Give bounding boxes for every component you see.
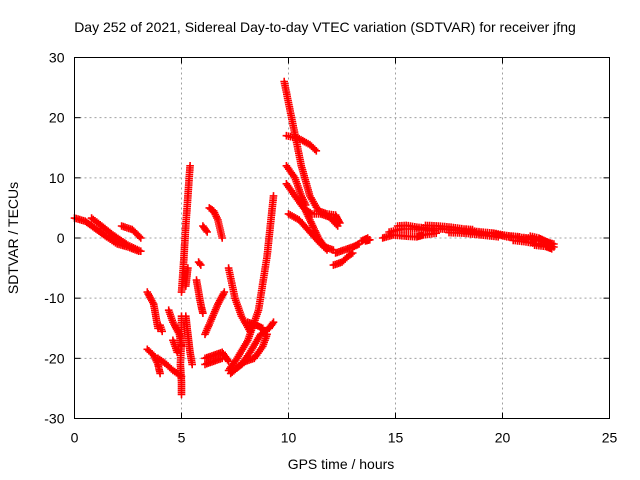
marker-trace [176,312,186,399]
data-series-arc-07 [156,321,166,336]
data-series-arc-48 [530,241,556,253]
marker-trace [530,241,556,253]
y-tick-label: 20 [49,110,65,126]
marker-trace [526,232,556,248]
data-points [70,77,558,399]
data-series-arc-47 [526,232,556,248]
data-series-arc-35 [357,234,372,245]
marker-trace [117,222,145,242]
marker-trace [244,318,267,333]
marker-trace [357,234,372,245]
data-series-arc-25 [244,318,267,333]
marker-trace [201,354,226,369]
data-series-arc-21 [224,192,278,375]
data-series-arc-11 [177,162,194,296]
marker-trace [87,214,145,255]
x-tick-label: 20 [495,430,511,446]
data-series-arc-09 [169,336,181,357]
data-series-arc-16 [201,288,229,339]
data-series-arc-24 [224,264,254,336]
data-series-arc-17 [201,348,233,366]
marker-trace [233,330,271,372]
data-series-arc-10 [176,312,186,399]
data-series-arc-18 [201,354,226,369]
marker-trace [331,240,363,257]
marker-trace [194,258,205,269]
marker-trace [182,312,196,369]
data-series-arc-23 [233,330,271,372]
chart-title: Day 252 of 2021, Sidereal Day-to-day VTE… [74,19,576,35]
y-tick-label: -30 [44,411,64,427]
marker-trace [143,288,162,333]
data-series-arc-04 [143,288,162,333]
marker-trace [282,131,321,155]
data-series-arc-02 [87,214,145,255]
y-tick-label: 30 [49,50,65,66]
y-tick-label: 10 [49,170,65,186]
x-tick-label: 25 [602,430,618,446]
marker-trace [205,204,226,242]
data-series-arc-12 [182,312,196,369]
marker-trace [224,192,278,375]
data-series-arc-13 [182,264,192,290]
marker-trace [224,264,254,336]
y-tick-label: 0 [57,230,65,246]
y-tick-label: -20 [44,350,64,366]
x-tick-label: 0 [71,430,79,446]
marker-trace [192,276,207,317]
y-tick-label: -10 [44,290,64,306]
data-series-arc-20 [205,204,226,242]
x-axis-label: GPS time / hours [288,456,395,472]
marker-trace [199,222,211,236]
marker-trace [329,249,357,269]
axis-ticks: 0 5 10 15 20 25 -30 -20 -10 0 10 20 30 [44,50,617,446]
y-axis-label: SDTVAR / TECUs [5,182,21,294]
data-series-arc-33 [329,249,357,269]
data-series-arc-31 [297,198,338,254]
marker-trace [297,198,338,254]
marker-trace [154,354,186,381]
data-series-arc-32 [331,240,363,257]
data-series-arc-19 [199,222,211,236]
marker-trace [182,264,192,290]
data-series-arc-03 [117,222,145,242]
x-tick-label: 10 [281,430,297,446]
data-series-arc-27 [282,131,321,155]
marker-trace [201,288,229,339]
data-series-arc-14 [192,276,207,317]
marker-trace [156,321,166,336]
marker-trace [177,162,194,296]
data-series-arc-06 [154,354,186,381]
x-tick-label: 5 [178,430,186,446]
marker-trace [201,348,233,366]
x-tick-label: 15 [388,430,404,446]
data-series-arc-15 [194,258,205,269]
marker-trace [169,336,181,357]
